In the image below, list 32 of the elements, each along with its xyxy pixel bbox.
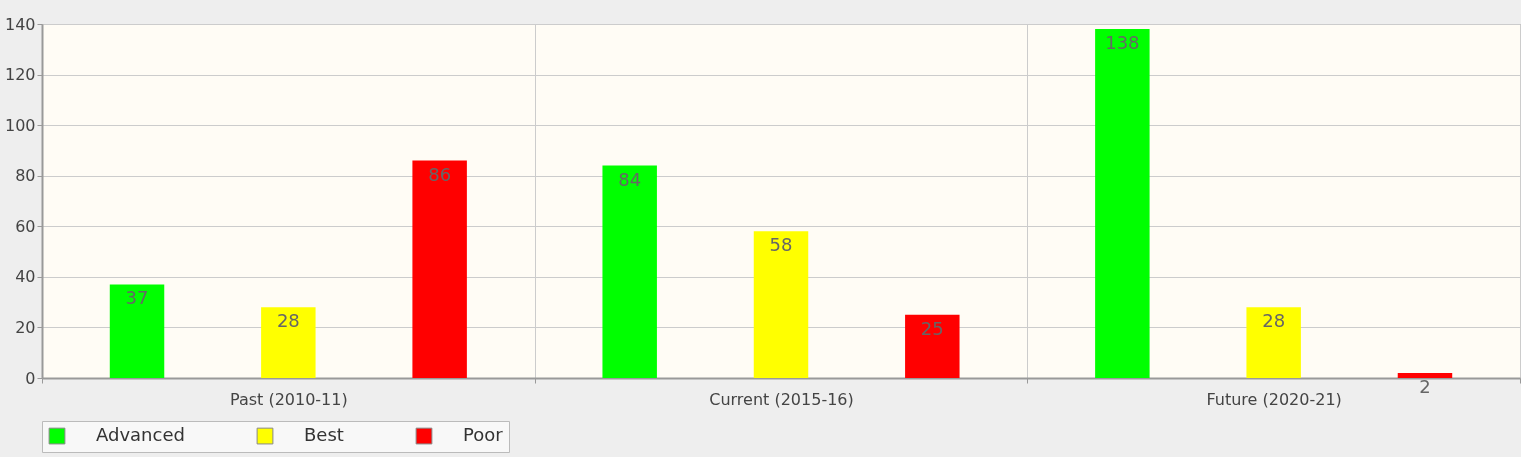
x-tick-label: Past (2010-11) — [229, 389, 348, 409]
legend-label: Advanced — [96, 424, 185, 446]
x-tick-label: Current (2015-16) — [709, 389, 854, 409]
data-label: 25 — [920, 317, 944, 339]
y-tick-label: 0 — [25, 368, 36, 388]
data-label: 84 — [618, 168, 642, 190]
y-tick-label: 80 — [15, 166, 36, 186]
bar — [602, 165, 657, 378]
legend-label: Best — [304, 424, 344, 446]
data-label: 138 — [1105, 32, 1140, 54]
data-label: 37 — [125, 287, 149, 309]
legend-label: Poor — [463, 424, 504, 446]
data-label: 58 — [769, 234, 793, 256]
bar — [1397, 372, 1453, 378]
y-tick-label: 100 — [4, 115, 36, 135]
y-tick-label: 40 — [15, 267, 36, 287]
y-tick-label: 140 — [4, 14, 36, 34]
data-label: 86 — [428, 163, 452, 185]
bar — [412, 160, 467, 378]
data-label: 2 — [1419, 375, 1431, 397]
bar — [753, 231, 809, 378]
data-label: 28 — [276, 310, 300, 332]
bar — [1095, 29, 1150, 378]
data-label: 28 — [1262, 310, 1286, 332]
y-tick-label: 60 — [15, 216, 36, 236]
y-tick-label: 20 — [15, 317, 36, 337]
bar — [261, 307, 316, 378]
bar — [1246, 307, 1301, 378]
bar — [905, 314, 960, 378]
y-tick-label: 120 — [4, 65, 36, 85]
bar — [109, 284, 165, 378]
x-tick-label: Future (2020-21) — [1206, 389, 1342, 409]
